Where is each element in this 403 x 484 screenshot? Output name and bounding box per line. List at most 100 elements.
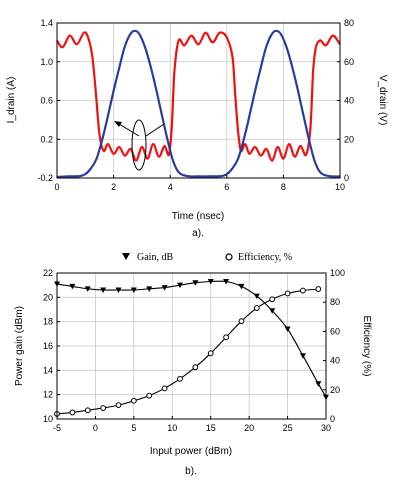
chart-b-caption: b).	[185, 466, 197, 477]
data-point-gain	[207, 279, 214, 285]
y-left-tick-label: 18	[43, 317, 53, 327]
chart-a-grid	[57, 23, 340, 178]
y-left-tick-label: 0.6	[40, 96, 53, 106]
y-left-tick-label: 10	[43, 414, 53, 424]
data-point-efficiency	[284, 290, 291, 297]
y-left-tick-label: 12	[43, 390, 53, 400]
data-point-efficiency	[300, 287, 306, 294]
data-point-efficiency	[69, 409, 76, 416]
data-point-gain	[146, 286, 153, 292]
x-tick-label: 2	[111, 182, 116, 192]
data-point-efficiency	[253, 305, 260, 311]
x-tick-label: 0	[54, 182, 59, 192]
data-point-gain	[192, 280, 199, 286]
data-point-gain	[284, 326, 291, 332]
chart-b-ticks: -5 0 5 10 15 20 25 30 10 12 14 16 18 20 22 0 20 40 60 80 100	[43, 268, 345, 433]
y-right-tick-label: 20	[330, 385, 340, 395]
chart-b-xlabel: Input power (dBm)	[150, 446, 232, 457]
x-tick-label: 15	[206, 423, 216, 433]
y-left-tick-label: -0.2	[37, 173, 53, 183]
chart-b-grid	[57, 273, 326, 419]
data-point-gain	[269, 308, 276, 314]
chart-b-series	[54, 279, 329, 417]
data-point-efficiency	[207, 350, 214, 357]
chart-a-xlabel: Time (nsec)	[172, 211, 224, 222]
chart-a-ticks: 0 2 4 6 8 10 -0.2 0.2 0.6 1.0 1.4 0 20 40 60 80	[37, 18, 354, 192]
x-tick-label: 5	[131, 423, 136, 433]
chart-a-ylabel-right: V_drain (V)	[377, 75, 388, 126]
x-tick-label: 10	[335, 182, 345, 192]
y-left-tick-label: 1.0	[40, 57, 53, 67]
y-right-tick-label: 0	[344, 173, 349, 183]
chart-a-series	[56, 29, 341, 179]
data-point-gain	[161, 285, 168, 291]
y-right-tick-label: 0	[330, 414, 335, 424]
y-right-tick-label: 60	[344, 57, 354, 67]
data-point-efficiency	[192, 364, 199, 371]
chart-a-caption: a).	[192, 228, 204, 239]
y-right-tick-label: 100	[330, 268, 345, 278]
x-tick-label: 25	[283, 423, 293, 433]
y-right-tick-label: 40	[330, 356, 340, 366]
x-tick-label: 8	[281, 182, 286, 192]
x-tick-label: 6	[224, 182, 229, 192]
series-line-0-1	[56, 29, 341, 179]
x-tick-label: 0	[93, 423, 98, 433]
data-point-efficiency	[177, 375, 183, 382]
data-point-gain	[84, 286, 91, 292]
data-point-efficiency	[223, 334, 229, 341]
y-left-tick-label: 14	[43, 365, 53, 375]
series-line-0-0	[56, 31, 341, 162]
chart-b-legend: Gain, dB Efficiency, %	[122, 252, 292, 263]
data-point-gain	[238, 283, 245, 290]
series-line-1-0	[56, 280, 327, 398]
y-right-tick-label: 80	[330, 297, 340, 307]
legend-label-efficiency: Efficiency, %	[238, 252, 292, 263]
data-point-efficiency	[100, 405, 107, 411]
data-point-efficiency	[130, 397, 137, 404]
y-left-tick-label: 0.2	[40, 134, 53, 144]
y-right-tick-label: 80	[344, 18, 354, 28]
x-tick-label: 20	[244, 423, 254, 433]
y-left-tick-label: 16	[43, 341, 53, 351]
legend-marker-efficiency	[225, 253, 233, 261]
data-point-gain	[176, 282, 183, 289]
data-point-efficiency	[84, 407, 91, 414]
data-point-gain	[115, 287, 122, 294]
chart-a-ylabel-left: I_drain (A)	[6, 77, 17, 124]
y-right-tick-label: 40	[344, 96, 354, 106]
y-left-tick-label: 22	[43, 268, 53, 278]
data-point-gain	[223, 279, 230, 285]
chart-a-annotation-arrow	[118, 123, 140, 137]
y-left-tick-label: 20	[43, 292, 53, 302]
x-tick-label: 10	[167, 423, 177, 433]
chart-a: 0 2 4 6 8 10 -0.2 0.2 0.6 1.0 1.4 0 20 40 60 80 Time (n…	[6, 18, 388, 239]
x-tick-label: -5	[53, 423, 61, 433]
x-tick-label: 4	[168, 182, 173, 192]
legend-label-gain: Gain, dB	[137, 252, 173, 263]
data-point-gain	[299, 353, 306, 359]
data-point-gain	[253, 293, 260, 300]
data-point-efficiency	[115, 402, 122, 409]
data-point-efficiency	[146, 392, 153, 399]
data-point-gain	[100, 287, 107, 294]
chart-b-ylabel-left: Power gain (dBm)	[14, 306, 25, 386]
data-point-efficiency	[238, 318, 245, 325]
chart-a-annotation-arrow-right	[145, 123, 165, 137]
x-tick-label: 30	[321, 423, 331, 433]
y-right-tick-label: 20	[344, 134, 354, 144]
chart-a-annotation-ellipse	[131, 119, 147, 171]
data-point-gain	[315, 381, 322, 387]
data-point-efficiency	[315, 286, 322, 292]
chart-b: Gain, dB Efficiency, % -5 0 5 10 15 20 25 30 10 1…	[14, 252, 372, 477]
data-point-gain	[69, 283, 76, 290]
chart-a-annotation-arrowhead	[114, 121, 122, 127]
legend-marker-gain	[122, 253, 130, 260]
data-point-gain	[130, 287, 137, 294]
data-point-efficiency	[161, 385, 168, 392]
y-right-tick-label: 60	[330, 326, 340, 336]
chart-b-ylabel-right: Efficiency (%)	[361, 316, 372, 377]
series-line-1-1	[56, 288, 319, 415]
data-point-efficiency	[269, 296, 276, 303]
